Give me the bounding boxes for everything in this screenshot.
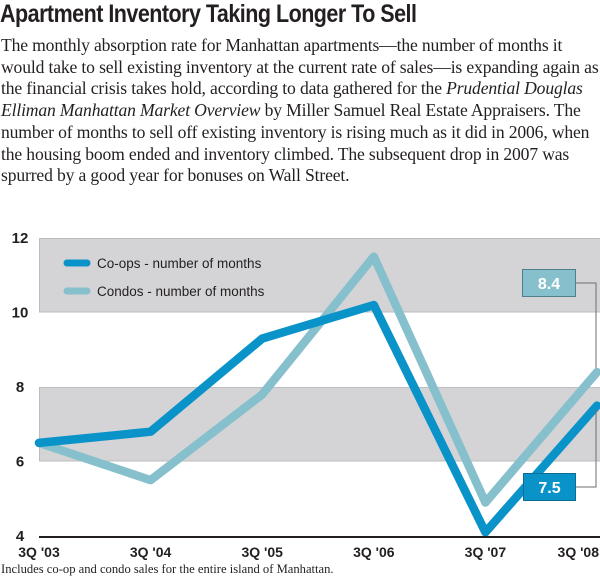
publication-name: Prudential Douglas Elliman Manhattan Mar… — [1, 78, 583, 121]
y-tick-label: 10 — [12, 305, 29, 322]
description-text-end: by Miller Samuel Real Estate Appraisers.… — [1, 100, 590, 186]
y-axis-ticks: 4 6 8 10 12 — [12, 230, 29, 545]
legend: Co-ops - number of months Condos - numbe… — [63, 256, 265, 299]
end-value-callouts: 8.4 7.5 — [522, 269, 597, 501]
chart-description: The monthly absorption rate for Manhatta… — [1, 35, 600, 187]
footnote: Includes co-op and condo sales for the e… — [1, 562, 334, 576]
legend-label-coops: Co-ops - number of months — [97, 256, 262, 271]
callout-value-condos: 8.4 — [538, 276, 560, 293]
callout-leader-coops — [575, 409, 597, 488]
x-tick-label: 3Q '08 — [558, 544, 600, 560]
background-band — [39, 238, 600, 313]
series-lines — [34, 252, 600, 537]
x-tick-label: 3Q '04 — [130, 544, 172, 560]
callout-value-coops: 7.5 — [538, 480, 560, 497]
description-text-start: The monthly absorption rate for Manhatta… — [1, 35, 599, 99]
x-tick-label: 3Q '06 — [353, 544, 395, 560]
y-tick-label: 4 — [16, 528, 25, 545]
chart-title: Apartment Inventory Taking Longer To Sel… — [0, 0, 417, 28]
x-tick-label: 3Q '03 — [18, 544, 60, 560]
callout-box-coops — [523, 473, 576, 501]
callout-leader-condos — [575, 282, 597, 369]
y-tick-label: 12 — [12, 230, 29, 247]
background-bands — [39, 238, 600, 462]
series-line-coops — [34, 300, 600, 537]
background-band — [39, 387, 600, 462]
callout-box-condos — [522, 269, 576, 297]
x-tick-label: 3Q '05 — [241, 544, 283, 560]
legend-label-condos: Condos - number of months — [97, 284, 265, 299]
y-tick-label: 6 — [16, 454, 24, 471]
line-chart: 4 6 8 10 12 Co-ops - number of months Condos… — [12, 230, 600, 560]
y-tick-label: 8 — [16, 379, 24, 396]
x-tick-label: 3Q '07 — [465, 544, 507, 560]
x-axis-ticks: 3Q '03 3Q '04 3Q '05 3Q '06 3Q '07 3Q '08 — [18, 544, 599, 560]
